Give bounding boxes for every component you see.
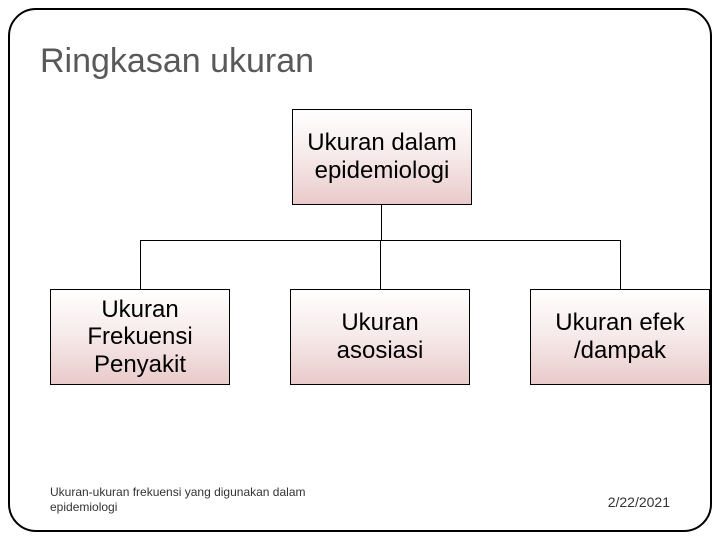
- slide-frame: Ringkasan ukuran Ukuran dalam epidemiolo…: [8, 8, 712, 532]
- child-node-1: Ukuran Frekuensi Penyakit: [50, 289, 230, 385]
- connector-child-3: [620, 240, 621, 289]
- connector-child-1: [140, 240, 141, 289]
- root-node: Ukuran dalam epidemiologi: [292, 109, 472, 205]
- child-node-2: Ukuran asosiasi: [290, 289, 470, 385]
- child-node-2-label: Ukuran asosiasi: [297, 309, 463, 364]
- connector-root-down: [381, 205, 382, 240]
- child-node-1-label: Ukuran Frekuensi Penyakit: [57, 296, 223, 379]
- connector-child-2: [380, 240, 381, 289]
- root-node-label: Ukuran dalam epidemiologi: [299, 129, 465, 184]
- footer-date: 2/22/2021: [608, 494, 670, 510]
- page-title: Ringkasan ukuran: [40, 42, 680, 81]
- child-node-3-label: Ukuran efek /dampak: [537, 309, 703, 364]
- child-node-3: Ukuran efek /dampak: [530, 289, 710, 385]
- org-chart: Ukuran dalam epidemiologi Ukuran Frekuen…: [40, 109, 680, 429]
- footer-caption: Ukuran-ukuran frekuensi yang digunakan d…: [50, 485, 370, 514]
